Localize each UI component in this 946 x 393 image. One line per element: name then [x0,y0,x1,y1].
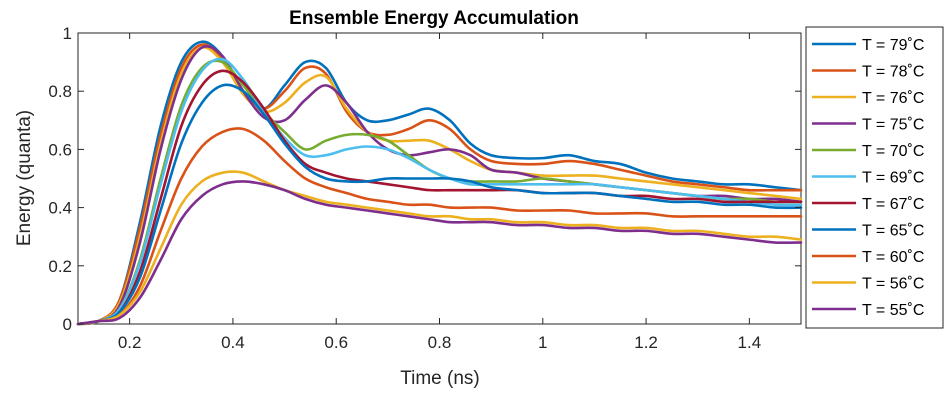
x-tick-label: 1 [538,333,547,352]
legend-label-1: T = 78˚C [862,64,924,81]
legend-label-6: T = 67˚C [862,196,924,213]
y-tick-label: 0.2 [48,257,72,276]
x-tick-label: 1.2 [634,333,658,352]
legend-label-8: T = 60˚C [862,249,924,266]
series-line-5 [76,57,803,326]
x-tick-label: 0.4 [221,333,245,352]
legend-label-10: T = 55˚C [862,302,924,319]
y-tick-label: 0.4 [48,199,72,218]
x-tick-label: 0.2 [118,333,142,352]
series-layer [76,40,803,326]
series-line-10 [76,180,803,326]
x-tick-label: 0.8 [428,333,452,352]
legend-label-2: T = 76˚C [862,90,924,107]
series-line-1 [76,43,803,326]
legend-label-0: T = 79˚C [862,37,924,54]
x-tick-label: 0.6 [324,333,348,352]
ticks-layer: 0.2 0.4 0.6 0.8 1 1.2 1.4 0 0.2 0.4 0.6 0.8 1 [48,24,801,352]
legend: T = 79˚C T = 78˚C T = 76˚C T = 75˚C T = 70˚C… [805,26,944,329]
y-tick-label: 0.6 [48,140,72,159]
legend-label-4: T = 70˚C [862,143,924,160]
series-line-7 [76,83,803,326]
series-line-0 [76,40,803,326]
y-tick-label: 0.8 [48,82,72,101]
legend-label-3: T = 75˚C [862,117,924,134]
x-axis-label: Time (ns) [400,368,480,389]
series-line-9 [76,170,803,326]
chart-title: Ensemble Energy Accumulation [289,8,579,29]
legend-label-5: T = 69˚C [862,170,924,187]
series-line-8 [76,127,803,326]
legend-items: T = 79˚C T = 78˚C T = 76˚C T = 75˚C T = 70˚C… [812,37,924,319]
series-line-2 [76,46,803,326]
x-tick-label: 1.4 [738,333,762,352]
y-tick-label: 1 [63,24,72,43]
y-axis-label: Energy (quanta) [14,110,35,246]
y-tick-label: 0 [63,315,72,334]
legend-label-7: T = 65˚C [862,223,924,240]
series-line-6 [76,69,803,326]
legend-label-9: T = 56˚C [862,276,924,293]
